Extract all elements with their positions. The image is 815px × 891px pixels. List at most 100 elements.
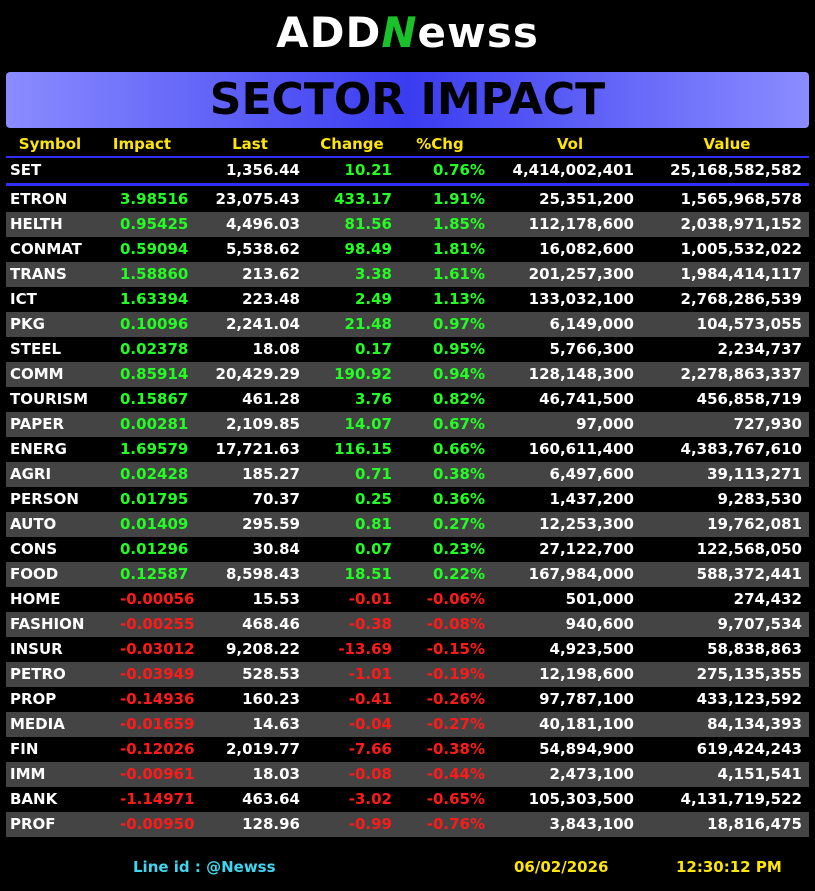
cell: CONS bbox=[10, 540, 58, 558]
cell: 14.07 bbox=[344, 415, 392, 433]
cell: 0.76% bbox=[432, 161, 485, 179]
cell: 1.58860 bbox=[120, 265, 189, 283]
cell: ETRON bbox=[10, 190, 68, 208]
cell: FIN bbox=[10, 740, 39, 758]
cell: 97,000 bbox=[576, 415, 634, 433]
cell: 0.59094 bbox=[120, 240, 189, 258]
cell: PERSON bbox=[10, 490, 79, 508]
cell: 0.15867 bbox=[120, 390, 189, 408]
cell: 160.23 bbox=[242, 690, 300, 708]
cell: -1.01 bbox=[348, 665, 392, 683]
cell: HOME bbox=[10, 590, 61, 608]
cell: 17,721.63 bbox=[215, 440, 300, 458]
cell: 295.59 bbox=[242, 515, 300, 533]
cell: -0.38 bbox=[348, 615, 392, 633]
sector-row: CONS 0.01296 30.84 0.07 0.23% 27,122,700 122,5… bbox=[6, 537, 809, 562]
cell: -0.03949 bbox=[120, 665, 195, 683]
cell: Vol bbox=[556, 135, 584, 153]
sector-row: PROF -0.00950 128.96 -0.99 -0.76% 3,843,100 18… bbox=[6, 812, 809, 837]
title-banner: SECTOR IMPACT bbox=[6, 72, 809, 128]
cell: 0.66% bbox=[432, 440, 485, 458]
cell: 6,149,000 bbox=[549, 315, 634, 333]
cell: 619,424,243 bbox=[696, 740, 802, 758]
cell: -0.06% bbox=[426, 590, 485, 608]
cell: -13.69 bbox=[338, 640, 392, 658]
cell: 105,303,500 bbox=[528, 790, 634, 808]
cell: FASHION bbox=[10, 615, 85, 633]
date: 06/02/2026 bbox=[514, 858, 609, 876]
cell: -0.44% bbox=[426, 765, 485, 783]
cell: -0.38% bbox=[426, 740, 485, 758]
cell: PROP bbox=[10, 690, 57, 708]
cell: PROF bbox=[10, 815, 56, 833]
index-rule bbox=[6, 183, 809, 186]
cell: IMM bbox=[10, 765, 46, 783]
cell: 58,838,863 bbox=[707, 640, 802, 658]
cell: 0.82% bbox=[432, 390, 485, 408]
cell: 1.69579 bbox=[120, 440, 189, 458]
cell: AGRI bbox=[10, 465, 52, 483]
cell: 3.76 bbox=[354, 390, 392, 408]
cell: Last bbox=[232, 135, 268, 153]
cell: 20,429.29 bbox=[215, 365, 300, 383]
sector-row: IMM -0.00961 18.03 -0.08 -0.44% 2,473,100 4,15… bbox=[6, 762, 809, 787]
cell: -0.00056 bbox=[120, 590, 195, 608]
sector-row: TRANS 1.58860 213.62 3.38 1.61% 201,257,300 1,… bbox=[6, 262, 809, 287]
cell: 2,473,100 bbox=[549, 765, 634, 783]
cell: 14.63 bbox=[252, 715, 300, 733]
cell: 0.01795 bbox=[120, 490, 189, 508]
cell: 1.61% bbox=[432, 265, 485, 283]
cell: TRANS bbox=[10, 265, 67, 283]
cell: -7.66 bbox=[348, 740, 392, 758]
sector-row: FASHION -0.00255 468.46 -0.38 -0.08% 940,600 9… bbox=[6, 612, 809, 637]
cell: -0.27% bbox=[426, 715, 485, 733]
cell: 5,766,300 bbox=[549, 340, 634, 358]
cell: 0.02428 bbox=[120, 465, 189, 483]
cell: 2.49 bbox=[354, 290, 392, 308]
sector-row: STEEL 0.02378 18.08 0.17 0.95% 5,766,300 2,234… bbox=[6, 337, 809, 362]
cell: 4,151,541 bbox=[717, 765, 802, 783]
cell: 1,984,414,117 bbox=[680, 265, 802, 283]
cell: 0.95% bbox=[432, 340, 485, 358]
cell: PKG bbox=[10, 315, 45, 333]
cell: INSUR bbox=[10, 640, 63, 658]
sector-row: COMM 0.85914 20,429.29 190.92 0.94% 128,148,3… bbox=[6, 362, 809, 387]
cell: 456,858,719 bbox=[696, 390, 802, 408]
cell: 1,565,968,578 bbox=[680, 190, 802, 208]
logo-mark: N bbox=[381, 8, 418, 57]
cell: 39,113,271 bbox=[707, 465, 802, 483]
cell: 274,432 bbox=[733, 590, 802, 608]
cell: 1.13% bbox=[432, 290, 485, 308]
cell: 0.02378 bbox=[120, 340, 189, 358]
cell: 46,741,500 bbox=[539, 390, 634, 408]
cell: -0.00950 bbox=[120, 815, 195, 833]
cell: -0.00255 bbox=[120, 615, 195, 633]
cell: 1.85% bbox=[432, 215, 485, 233]
cell: 0.85914 bbox=[120, 365, 189, 383]
cell: 30.84 bbox=[252, 540, 300, 558]
cell: 15.53 bbox=[252, 590, 300, 608]
cell: 81.56 bbox=[344, 215, 392, 233]
sector-row: ICT 1.63394 223.48 2.49 1.13% 133,032,100 2,76… bbox=[6, 287, 809, 312]
cell: BANK bbox=[10, 790, 58, 808]
cell: 463.64 bbox=[242, 790, 300, 808]
cell: SET bbox=[10, 161, 42, 179]
cell: 0.22% bbox=[432, 565, 485, 583]
cell: 4,383,767,610 bbox=[680, 440, 802, 458]
cell: PAPER bbox=[10, 415, 65, 433]
cell: 116.15 bbox=[334, 440, 392, 458]
cell: 275,135,355 bbox=[696, 665, 802, 683]
cell: STEEL bbox=[10, 340, 62, 358]
cell: ENERG bbox=[10, 440, 67, 458]
cell: 3.98516 bbox=[120, 190, 189, 208]
cell: -0.76% bbox=[426, 815, 485, 833]
cell: 2,768,286,539 bbox=[680, 290, 802, 308]
cell: 0.01296 bbox=[120, 540, 189, 558]
cell: MEDIA bbox=[10, 715, 65, 733]
sector-row: HELTH 0.95425 4,496.03 81.56 1.85% 112,178,60… bbox=[6, 212, 809, 237]
cell: 4,414,002,401 bbox=[512, 161, 634, 179]
cell: HELTH bbox=[10, 215, 63, 233]
cell: 133,032,100 bbox=[528, 290, 634, 308]
sector-row: INSUR -0.03012 9,208.22 -13.69 -0.15% 4,923,5… bbox=[6, 637, 809, 662]
